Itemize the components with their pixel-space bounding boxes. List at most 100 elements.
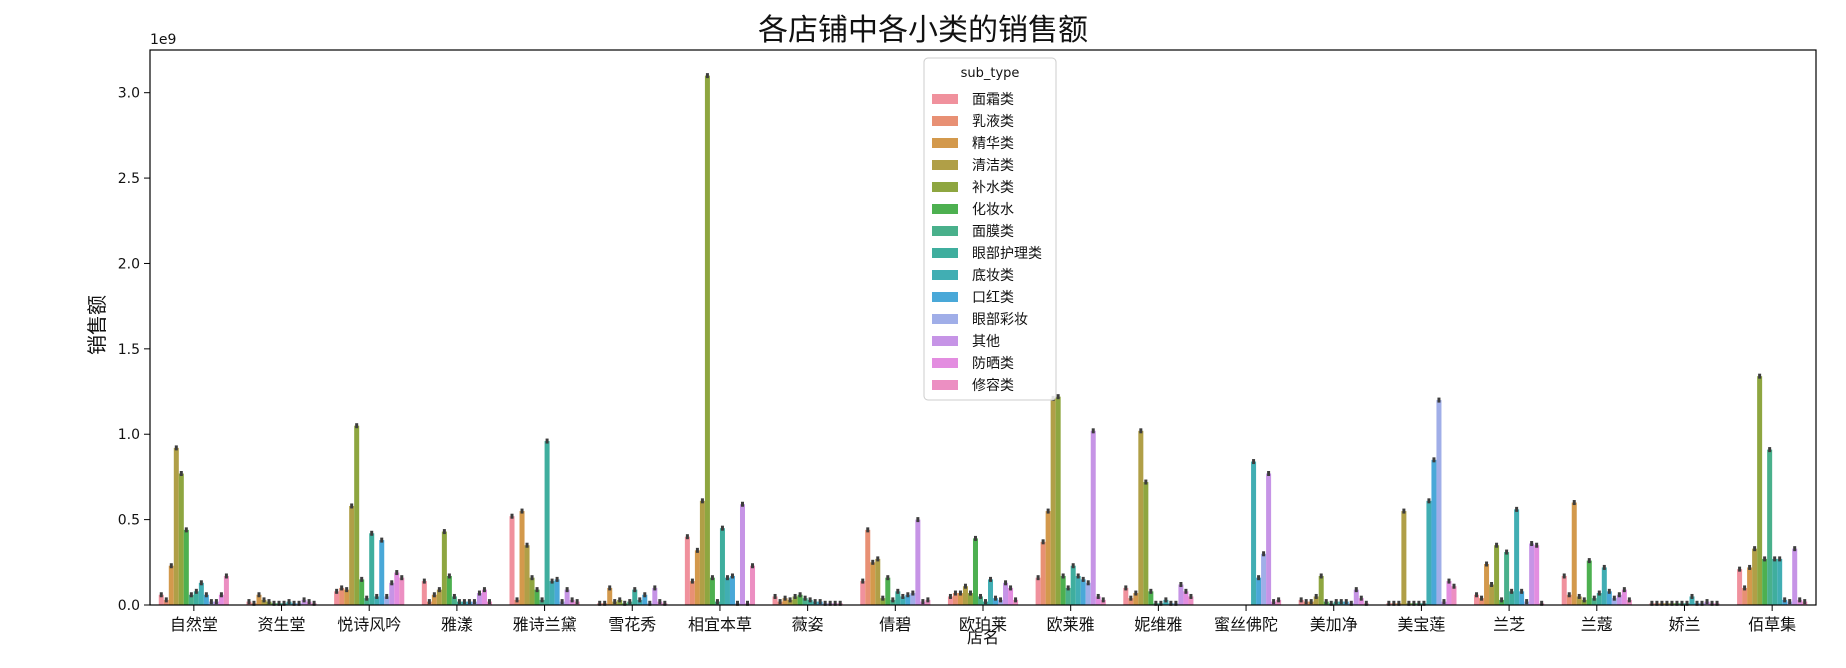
bar	[476, 593, 482, 605]
x-tick-label: 兰蔻	[1581, 615, 1613, 634]
legend-entry: 面膜类	[972, 224, 1014, 240]
y-axis-ticks: 0.0 0.5 1.0 1.5 2.0 2.5 3.0	[118, 86, 150, 614]
legend-entry: 清洁类	[972, 158, 1014, 174]
bar	[1013, 599, 1019, 605]
bar	[1065, 587, 1071, 605]
bar	[988, 579, 994, 605]
y-tick-label: 0.0	[118, 598, 140, 614]
bar	[1045, 511, 1051, 605]
bar	[1519, 591, 1525, 605]
bar	[564, 589, 570, 605]
x-tick-label: 相宜本草	[688, 615, 752, 634]
bar	[223, 575, 229, 605]
bar	[178, 473, 184, 605]
bar	[1772, 558, 1778, 605]
bar	[890, 599, 896, 605]
y-tick-label: 2.5	[118, 171, 140, 187]
bar	[1040, 541, 1046, 605]
bar	[1576, 596, 1582, 605]
legend-entry: 眼部彩妆	[972, 312, 1028, 328]
bar	[694, 550, 700, 605]
bar	[689, 581, 695, 605]
bar	[1514, 509, 1520, 605]
bar	[529, 577, 535, 605]
legend-swatch	[932, 380, 958, 390]
bar	[704, 75, 710, 606]
x-tick-label: 欧莱雅	[1047, 615, 1095, 634]
bar	[539, 599, 545, 605]
x-tick-label: 美宝莲	[1397, 615, 1445, 634]
bar	[446, 575, 452, 605]
x-tick-label: 佰草集	[1748, 615, 1796, 634]
legend-entry: 面霜类	[972, 92, 1014, 108]
bar	[782, 598, 788, 605]
bar	[389, 582, 395, 605]
bar	[739, 504, 745, 605]
bar	[1313, 596, 1319, 605]
bar	[729, 575, 735, 605]
legend-swatch	[932, 336, 958, 346]
bar	[1431, 459, 1437, 605]
legend-swatch	[932, 248, 958, 258]
bar	[1426, 500, 1432, 605]
bar	[699, 500, 705, 605]
bar	[203, 594, 209, 605]
legend-swatch	[932, 138, 958, 148]
bar	[637, 599, 643, 605]
bar	[1446, 581, 1452, 605]
bar	[797, 594, 803, 605]
bar	[509, 516, 515, 605]
bar	[1757, 376, 1763, 605]
bar	[379, 540, 385, 605]
legend-entry: 防晒类	[972, 356, 1014, 372]
bar	[183, 529, 189, 605]
bar	[709, 577, 715, 605]
bar	[431, 594, 437, 605]
bar	[256, 594, 262, 605]
bar	[1100, 599, 1106, 605]
bar	[344, 589, 350, 605]
bar	[1581, 599, 1587, 605]
bar	[549, 581, 555, 605]
bar	[1494, 545, 1500, 605]
bar	[1261, 553, 1267, 605]
bar	[359, 579, 365, 605]
bar	[860, 581, 866, 605]
bar	[915, 519, 921, 605]
legend-swatch	[932, 116, 958, 126]
bar	[481, 589, 487, 605]
bar	[617, 599, 623, 605]
bar	[1178, 584, 1184, 605]
bar	[642, 594, 648, 605]
bar	[441, 531, 447, 605]
bar	[1055, 396, 1061, 605]
bar	[1611, 598, 1617, 605]
bar	[1571, 502, 1577, 605]
bar	[1529, 543, 1535, 605]
y-axis-label: 销售额	[85, 295, 109, 355]
bar	[421, 581, 427, 605]
x-tick-label: 雪花秀	[608, 615, 656, 634]
bar	[334, 591, 340, 605]
bar	[947, 596, 953, 605]
bar	[544, 441, 550, 605]
bar	[1797, 599, 1803, 605]
bar	[1591, 598, 1597, 605]
bar	[1436, 400, 1442, 605]
bar	[1358, 598, 1364, 605]
bar	[519, 511, 525, 605]
bar	[349, 505, 355, 605]
bar	[1050, 398, 1056, 605]
bar	[301, 599, 307, 605]
x-tick-label: 欧珀莱	[959, 615, 1007, 634]
legend-swatch	[932, 160, 958, 170]
x-tick-label: 妮维雅	[1134, 615, 1182, 634]
bar	[910, 593, 916, 605]
bar	[885, 577, 891, 605]
x-tick-label: 悦诗风吟	[337, 615, 401, 634]
bar	[1080, 579, 1086, 605]
bar	[998, 599, 1004, 605]
legend-entry: 化妆水	[972, 202, 1014, 218]
bar	[993, 598, 999, 605]
